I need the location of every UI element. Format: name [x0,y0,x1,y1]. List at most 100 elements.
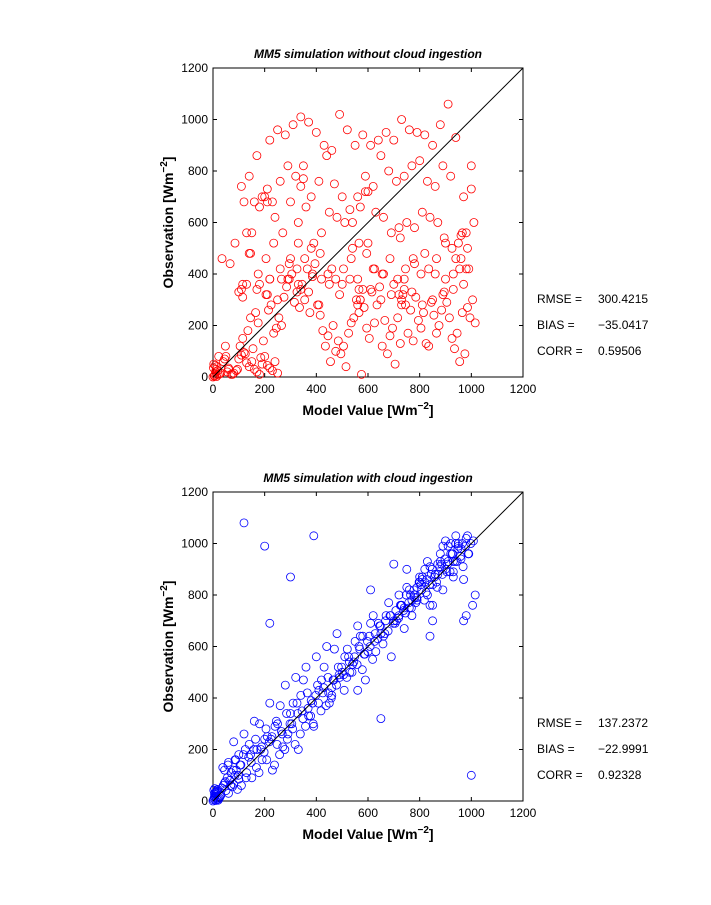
stat-label: BIAS = [537,742,575,756]
stat-label: BIAS = [537,318,575,332]
data-point [403,328,413,338]
data-point [332,629,342,638]
data-point [247,357,257,367]
data-point [260,192,270,202]
data-point [375,621,385,631]
data-point [311,127,321,137]
data-point [333,662,343,672]
data-point [277,321,286,330]
data-point [327,264,337,274]
stat-value: 300.4215 [598,292,648,306]
data-point [252,367,262,377]
y-tick-label: 200 [188,743,208,757]
data-point [319,662,329,672]
data-point [407,611,417,620]
data-point [437,305,447,315]
data-point [385,331,395,341]
data-point [275,750,285,759]
data-point [448,269,458,279]
data-point [430,570,440,579]
data-point [221,351,231,361]
chart-title: MM5 simulation without cloud ingestion [254,47,482,61]
x-tick-label: 600 [358,806,378,820]
data-point [394,290,404,300]
data-point [238,333,248,343]
x-axis-label: Model Value [Wm−2] [302,825,433,842]
data-point [354,284,364,294]
data-point [461,264,471,274]
x-axis-label-suffix: ] [429,402,434,418]
data-point [317,274,326,284]
data-point [309,721,319,731]
data-point [328,321,338,330]
data-point [335,290,345,300]
data-point [441,274,450,284]
data-point [407,161,417,171]
data-point [320,341,330,351]
data-point [270,760,279,770]
data-point [402,564,412,574]
data-point [373,618,383,628]
data-point [339,341,348,351]
data-point [417,207,427,217]
data-point [212,372,222,381]
data-point [292,264,302,274]
data-point [375,282,385,292]
chart-panel-1: MM5 simulation without cloud ingestion 0 2… [159,47,649,418]
data-point [257,359,267,369]
stat-value: 0.59506 [598,344,642,358]
data-point [271,323,281,333]
data-point [265,363,275,373]
data-point [468,295,478,305]
data-point [230,755,240,765]
stat-value: 137.2372 [598,716,648,730]
data-point [435,549,445,559]
data-point [394,223,404,233]
x-axis-label-exponent: −2 [418,825,430,836]
data-point [269,238,279,248]
data-point [350,140,360,150]
reference-line [212,491,524,802]
data-point [239,518,249,528]
data-point [224,758,233,767]
data-point [441,536,450,546]
data-point [209,785,219,795]
data-point [410,259,419,269]
data-point [428,600,438,610]
data-point [296,284,306,294]
data-point [468,600,478,610]
data-point [210,360,220,370]
data-point [313,680,323,690]
y-tick-label: 400 [188,267,208,281]
data-point [283,729,293,739]
data-point [289,297,299,307]
data-point [432,328,441,338]
data-point [430,181,440,191]
data-point [366,140,376,150]
data-point [363,238,373,248]
data-point [353,685,363,695]
data-point [394,590,404,600]
data-point [309,531,319,541]
data-point [235,760,245,770]
data-point [331,346,341,356]
data-point [331,274,341,284]
data-point [293,709,303,718]
data-point [265,698,275,708]
data-point [360,187,370,197]
data-point [457,228,467,238]
data-point [283,161,293,171]
y-tick-label: 1200 [181,61,208,75]
data-point [249,716,259,726]
data-point [464,549,474,559]
data-point [398,290,408,300]
data-point [465,313,475,323]
data-point [420,564,430,574]
data-point [273,719,283,729]
data-point [452,328,462,338]
data-point [446,171,456,181]
data-point [376,714,386,723]
x-axis-label-text: Model Value [Wm [302,826,417,842]
data-point [438,585,448,595]
data-point [447,243,457,253]
